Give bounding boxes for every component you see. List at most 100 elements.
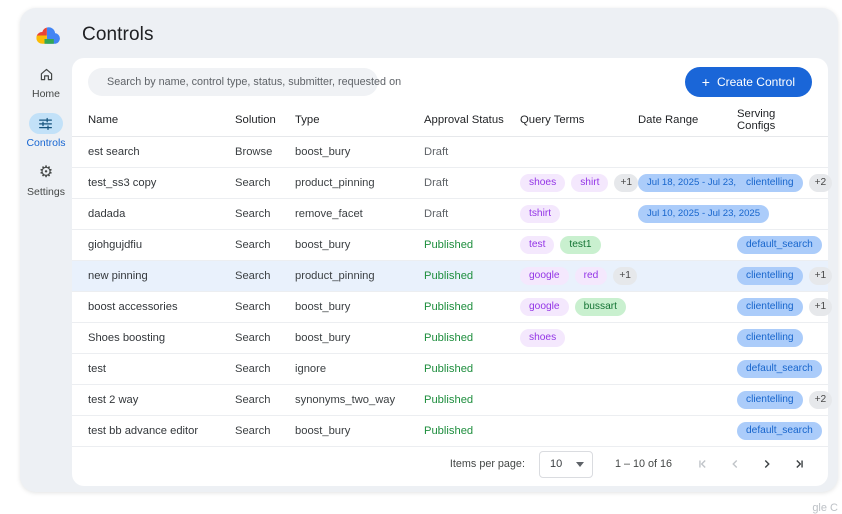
cell-type: boost_bury: [295, 332, 351, 344]
column-header-date-range[interactable]: Date Range: [638, 114, 699, 126]
cell-query-terms: shoes shirt +1: [520, 173, 639, 193]
table-row[interactable]: test_ss3 copy Search product_pinning Dra…: [72, 168, 833, 199]
cell-type: synonyms_two_way: [295, 394, 396, 406]
sidebar-item-label: Controls: [26, 137, 66, 149]
chip--1: +1: [808, 266, 833, 286]
chip-bussart: bussart: [574, 297, 627, 317]
column-header-approval-status[interactable]: Approval Status: [424, 114, 504, 126]
cell-query-terms: google red +1: [520, 266, 638, 286]
cell-approval-status: Published: [424, 425, 474, 437]
cell-serving-configs: clientelling +2: [737, 390, 833, 410]
previous-page-button[interactable]: [724, 453, 746, 475]
cell-approval-status: Published: [424, 332, 474, 344]
table-row[interactable]: est search Browse boost_bury Draft ⋮: [72, 137, 828, 168]
sidebar-item-label: Settings: [27, 186, 65, 198]
cell-name: boost accessories: [88, 301, 178, 313]
table-row[interactable]: Shoes boosting Search boost_bury Publish…: [72, 323, 828, 354]
cell-serving-configs: default_search: [737, 235, 822, 255]
chip-default-search: default_search: [737, 359, 822, 379]
cell-date-range: Jul 18, 2025 - Jul 23, 2025: [638, 174, 770, 192]
chip--2: +2: [808, 173, 833, 193]
cell-solution: Browse: [235, 146, 273, 158]
cell-solution: Search: [235, 425, 271, 437]
chip-clientelling: clientelling: [737, 266, 803, 286]
table-row[interactable]: test 2 way Search synonyms_two_way Publi…: [72, 385, 833, 416]
sidebar-item-home[interactable]: Home: [29, 64, 63, 100]
app-header: Controls: [20, 8, 838, 62]
cell-solution: Search: [235, 270, 271, 282]
watermark-text: gle C: [812, 502, 838, 514]
chip--1: +1: [614, 173, 639, 193]
table-row[interactable]: boost accessories Search boost_bury Publ…: [72, 292, 833, 323]
cell-approval-status: Published: [424, 301, 474, 313]
cell-solution: Search: [235, 363, 271, 375]
column-chooser-button[interactable]: [815, 114, 819, 127]
sidebar-item-settings[interactable]: ⚙ Settings: [27, 162, 65, 198]
chip-tshirt: tshirt: [520, 204, 561, 224]
column-header-serving-configs[interactable]: Serving Configs: [737, 108, 776, 132]
cell-type: remove_facet: [295, 208, 363, 220]
cell-name: test_ss3 copy: [88, 177, 157, 189]
table-row[interactable]: test Search ignore Published default_sea…: [72, 354, 828, 385]
table-row[interactable]: test bb advance editor Search boost_bury…: [72, 416, 828, 447]
cell-solution: Search: [235, 208, 271, 220]
create-control-button[interactable]: + Create Control: [684, 67, 812, 97]
cell-date-range: Jul 10, 2025 - Jul 23, 2025: [638, 205, 770, 223]
chip-clientelling: clientelling: [737, 297, 803, 317]
cell-name: dadada: [88, 208, 126, 220]
next-page-button[interactable]: [756, 453, 778, 475]
chip--1: +1: [613, 266, 637, 286]
chip-google: google: [520, 297, 569, 317]
chip-red: red: [574, 266, 608, 286]
cell-type: boost_bury: [295, 425, 351, 437]
cell-solution: Search: [235, 332, 271, 344]
items-per-page-select[interactable]: 10: [538, 450, 593, 478]
chip-shirt: shirt: [571, 173, 609, 193]
table-row[interactable]: giohgujdfiu Search boost_bury Published …: [72, 230, 828, 261]
cell-approval-status: Published: [424, 363, 474, 375]
cell-approval-status: Draft: [424, 146, 449, 158]
cell-serving-configs: clientelling +2: [737, 173, 833, 193]
cell-name: est search: [88, 146, 140, 158]
cell-query-terms: tshirt: [520, 204, 638, 224]
pagination-bar: Items per page: 10 1 – 10 of 16: [72, 442, 828, 486]
app-window: Controls Home Controls ⚙ Settings: [20, 8, 838, 492]
cell-serving-configs: clientelling +1: [737, 297, 833, 317]
google-cloud-logo-icon: [36, 26, 60, 44]
cell-solution: Search: [235, 394, 271, 406]
table-row[interactable]: dadada Search remove_facet Draft tshirt …: [72, 199, 828, 230]
column-header-solution[interactable]: Solution: [235, 114, 276, 126]
table-row[interactable]: new pinning Search product_pinning Publi…: [72, 261, 833, 292]
chip-shoes: shoes: [520, 328, 566, 348]
chip--1: +1: [808, 297, 833, 317]
chevron-down-icon: [575, 461, 584, 467]
chip-shoes: shoes: [520, 173, 566, 193]
items-per-page-label: Items per page:: [449, 458, 525, 470]
cell-solution: Search: [235, 239, 271, 251]
cell-approval-status: Draft: [424, 177, 449, 189]
gear-icon: ⚙: [38, 163, 54, 181]
pagination-range: 1 – 10 of 16: [614, 458, 672, 470]
sidebar-item-controls[interactable]: Controls: [26, 113, 66, 149]
content-card: Search by name, control type, status, su…: [72, 58, 833, 486]
column-header-type[interactable]: Type: [295, 114, 320, 126]
first-page-button[interactable]: [692, 453, 714, 475]
last-page-button[interactable]: [788, 453, 810, 475]
cell-name: Shoes boosting: [88, 332, 166, 344]
column-header-name[interactable]: Name: [88, 114, 119, 126]
page-title: Controls: [82, 24, 154, 45]
sidebar-item-label: Home: [31, 88, 60, 100]
search-input[interactable]: Search by name, control type, status, su…: [88, 68, 401, 96]
cell-type: boost_bury: [295, 301, 351, 313]
cell-serving-configs: default_search: [737, 421, 822, 441]
chip-google: google: [520, 266, 569, 286]
chip--2: +2: [808, 390, 833, 410]
chip-test1: test1: [560, 235, 601, 255]
pagination-nav: [692, 453, 810, 475]
cell-approval-status: Published: [424, 394, 474, 406]
create-control-label: Create Control: [716, 75, 795, 89]
toolbar: Search by name, control type, status, su…: [72, 58, 828, 104]
chip-jul-18-2025-jul-23-2025: Jul 18, 2025 - Jul 23, 2025: [638, 174, 770, 192]
cell-serving-configs: clientelling: [737, 328, 815, 348]
column-header-query-terms[interactable]: Query Terms: [520, 114, 585, 126]
